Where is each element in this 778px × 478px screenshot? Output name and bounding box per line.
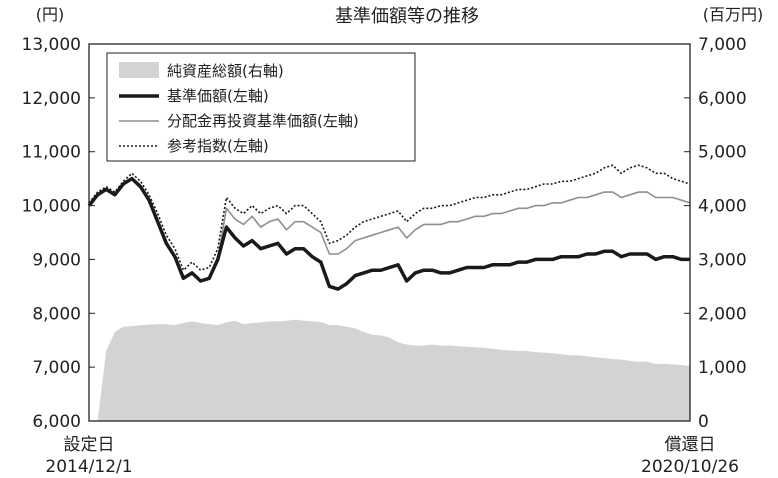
right-tick-label: 6,000 — [698, 89, 747, 109]
x-start-label-top: 設定日 — [64, 435, 115, 455]
legend-item-assets: 純資産総額(右軸) — [167, 62, 284, 80]
left-axis: 6,000 7,000 8,000 9,000 10,000 11,000 12,000 13… — [22, 35, 95, 432]
legend-swatch-assets — [119, 62, 159, 78]
legend-item-nav: 基準価額(左軸) — [167, 87, 269, 105]
left-tick-label: 12,000 — [22, 89, 81, 109]
chart-title: 基準価額等の推移 — [335, 6, 479, 27]
x-end-label-top: 償還日 — [665, 435, 716, 455]
index-line — [88, 164, 691, 272]
right-tick-label: 5,000 — [698, 143, 747, 163]
left-tick-label: 7,000 — [32, 358, 81, 378]
right-tick-label: 1,000 — [698, 358, 747, 378]
nav-line — [87, 176, 690, 291]
left-axis-unit: (円) — [36, 5, 65, 24]
left-tick-label: 9,000 — [32, 250, 81, 270]
legend-item-reinvest: 分配金再投資基準価額(左軸) — [167, 112, 359, 130]
net-assets-area — [89, 319, 690, 421]
left-tick-label: 10,000 — [22, 197, 81, 217]
legend: 純資産総額(右軸) 基準価額(左軸) 分配金再投資基準価額(左軸) 参考指数(左… — [106, 52, 416, 162]
right-tick-label: 4,000 — [698, 197, 747, 217]
x-end-label-bottom: 2020/10/26 — [641, 457, 739, 477]
x-start-label-bottom: 2014/12/1 — [45, 457, 132, 477]
right-tick-label: 3,000 — [698, 250, 747, 270]
right-axis-unit: (百万円) — [703, 5, 764, 24]
legend-box — [106, 52, 416, 162]
right-axis: 0 1,000 2,000 3,000 4,000 5,000 6,000 7,000 — [684, 35, 747, 432]
right-tick-label: 0 — [698, 412, 709, 432]
right-tick-label: 7,000 — [698, 35, 747, 55]
left-tick-label: 8,000 — [32, 304, 81, 324]
legend-item-index: 参考指数(左軸) — [167, 137, 269, 155]
left-tick-label: 6,000 — [32, 412, 81, 432]
plot-area — [87, 164, 691, 421]
left-tick-label: 11,000 — [22, 143, 81, 163]
right-tick-label: 2,000 — [698, 304, 747, 324]
plot-frame — [88, 43, 691, 422]
left-tick-label: 13,000 — [22, 35, 81, 55]
